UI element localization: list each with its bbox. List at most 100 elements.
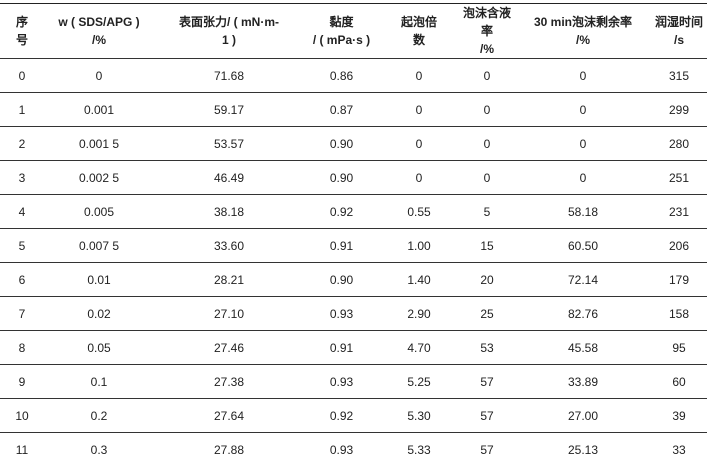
table-cell: 60.50 — [515, 229, 651, 263]
table-cell: 2 — [0, 127, 44, 161]
table-cell: 72.14 — [515, 263, 651, 297]
table-cell: 33.60 — [154, 229, 304, 263]
table-cell: 5.25 — [379, 365, 459, 399]
table-cell: 0.05 — [44, 331, 154, 365]
header-line: 1 ) — [154, 31, 304, 49]
header-line: 起泡倍 — [379, 13, 459, 31]
table-cell: 46.49 — [154, 161, 304, 195]
table-cell: 10 — [0, 399, 44, 433]
table-cell: 0.90 — [304, 161, 379, 195]
table-cell: 0.93 — [304, 365, 379, 399]
header-line: 泡沫含液率 — [459, 4, 515, 40]
table-cell: 0.86 — [304, 59, 379, 93]
table-cell: 0.91 — [304, 331, 379, 365]
column-header: 泡沫含液率/% — [459, 4, 515, 59]
table-cell: 1.00 — [379, 229, 459, 263]
header-line: /% — [44, 31, 154, 49]
table-cell: 45.58 — [515, 331, 651, 365]
table-cell: 0.92 — [304, 399, 379, 433]
header-line: 表面张力/ ( mN·m- — [154, 13, 304, 31]
table-cell: 206 — [651, 229, 707, 263]
header-line: 润湿时间 — [651, 13, 707, 31]
table-cell: 25.13 — [515, 433, 651, 466]
table-cell: 0.93 — [304, 433, 379, 466]
header-line: /s — [651, 31, 707, 49]
table-cell: 60 — [651, 365, 707, 399]
table-cell: 0 — [459, 59, 515, 93]
table-cell: 20 — [459, 263, 515, 297]
column-header: 黏度/ ( mPa·s ) — [304, 4, 379, 59]
table-cell: 39 — [651, 399, 707, 433]
table-cell: 5.30 — [379, 399, 459, 433]
table-cell: 0 — [459, 93, 515, 127]
table-cell: 1.40 — [379, 263, 459, 297]
table-cell: 28.21 — [154, 263, 304, 297]
table-cell: 5 — [0, 229, 44, 263]
table-cell: 0 — [379, 93, 459, 127]
table-cell: 0.90 — [304, 127, 379, 161]
table-cell: 1 — [0, 93, 44, 127]
table-cell: 82.76 — [515, 297, 651, 331]
table-cell: 0.90 — [304, 263, 379, 297]
table-cell: 0.2 — [44, 399, 154, 433]
table-cell: 11 — [0, 433, 44, 466]
table-cell: 0 — [379, 59, 459, 93]
table-cell: 179 — [651, 263, 707, 297]
table-cell: 57 — [459, 399, 515, 433]
header-line: 30 min泡沫剩余率 — [515, 13, 651, 31]
column-header: 表面张力/ ( mN·m-1 ) — [154, 4, 304, 59]
table-cell: 2.90 — [379, 297, 459, 331]
table-cell: 9 — [0, 365, 44, 399]
table-cell: 0.92 — [304, 195, 379, 229]
table-cell: 0.001 — [44, 93, 154, 127]
table-cell: 5.33 — [379, 433, 459, 466]
column-header: 润湿时间/s — [651, 4, 707, 59]
table-cell: 0.02 — [44, 297, 154, 331]
table-cell: 251 — [651, 161, 707, 195]
table-cell: 0 — [459, 161, 515, 195]
table-cell: 27.10 — [154, 297, 304, 331]
table-cell: 0 — [515, 127, 651, 161]
column-header: w ( SDS/APG )/% — [44, 4, 154, 59]
table-cell: 4 — [0, 195, 44, 229]
table-cell: 3 — [0, 161, 44, 195]
table-cell: 25 — [459, 297, 515, 331]
table-cell: 0.93 — [304, 297, 379, 331]
table-cell: 0 — [515, 59, 651, 93]
column-header: 序号 — [0, 4, 44, 59]
table-cell: 59.17 — [154, 93, 304, 127]
table-cell: 8 — [0, 331, 44, 365]
table-cell: 315 — [651, 59, 707, 93]
header-line: / ( mPa·s ) — [304, 31, 379, 49]
table-cell: 27.88 — [154, 433, 304, 466]
header-line: w ( SDS/APG ) — [44, 13, 154, 31]
table-cell: 0 — [379, 127, 459, 161]
table-cell: 0 — [515, 161, 651, 195]
table-cell: 0.91 — [304, 229, 379, 263]
table-cell: 33 — [651, 433, 707, 466]
column-header: 30 min泡沫剩余率/% — [515, 4, 651, 59]
table-cell: 231 — [651, 195, 707, 229]
header-line: 数 — [379, 31, 459, 49]
table-cell: 299 — [651, 93, 707, 127]
table-cell: 0.55 — [379, 195, 459, 229]
table-cell: 0 — [0, 59, 44, 93]
table-cell: 280 — [651, 127, 707, 161]
table-cell: 5 — [459, 195, 515, 229]
table-cell: 0.01 — [44, 263, 154, 297]
table-cell: 0.1 — [44, 365, 154, 399]
table-cell: 15 — [459, 229, 515, 263]
table-cell: 158 — [651, 297, 707, 331]
table-cell: 0.3 — [44, 433, 154, 466]
table-cell: 33.89 — [515, 365, 651, 399]
